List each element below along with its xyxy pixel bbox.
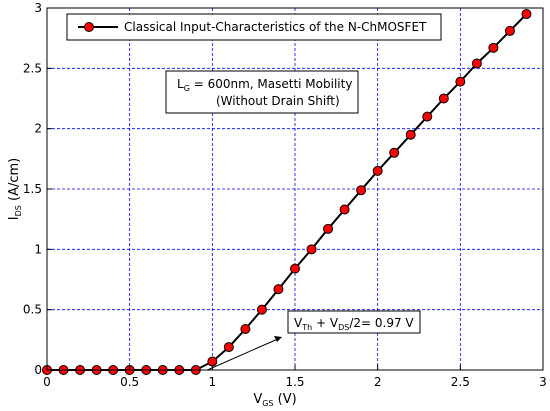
threshold-label: VTh + VDS/2= 0.97 V: [294, 316, 414, 332]
data-point: [504, 25, 515, 36]
axis-ticks: 0 0.5 1 1.5 2 2.5 3 0 0.5 1 1.5 2 2.5 3: [23, 1, 547, 389]
grid-lines: [47, 8, 543, 370]
data-point: [256, 304, 267, 315]
data-point: [306, 244, 317, 255]
x-tick-label: 0: [43, 375, 51, 389]
data-point: [290, 263, 300, 274]
data-point: [488, 42, 499, 53]
x-tick-label: 0.5: [120, 375, 139, 389]
x-tick-label: 1.5: [285, 375, 304, 389]
y-tick-label: 0.5: [23, 303, 42, 317]
x-tick-label: 3: [539, 375, 547, 389]
legend-box: [66, 13, 442, 41]
threshold-label-box: [287, 310, 421, 334]
data-point: [339, 204, 350, 215]
data-point: [389, 147, 400, 158]
y-tick-label: 0: [34, 363, 42, 377]
data-point: [422, 111, 433, 122]
y-tick-label: 1: [34, 242, 42, 256]
data-point: [240, 323, 251, 334]
threshold-arrow-head: [274, 336, 282, 342]
data-point: [356, 185, 367, 196]
data-point: [223, 342, 234, 353]
data-point: [372, 165, 383, 176]
annotation-frame: [165, 70, 359, 114]
y-tick-label: 2.5: [23, 61, 42, 75]
data-point: [405, 129, 416, 140]
x-tick-label: 2.5: [451, 375, 470, 389]
data-point: [207, 356, 218, 367]
data-point: [521, 9, 532, 20]
annotation-box: LG = 600nm, Masetti Mobility (Without Dr…: [165, 70, 359, 114]
legend: Classical Input-Characteristics of the N…: [66, 13, 442, 41]
threshold-arrow-line: [207, 337, 281, 371]
y-tick-label: 3: [34, 1, 42, 15]
y-tick-label: 2: [34, 122, 42, 136]
x-tick-label: 2: [374, 375, 382, 389]
data-point: [471, 58, 482, 69]
legend-label: Classical Input-Characteristics of the N…: [124, 20, 427, 34]
data-point: [323, 223, 334, 234]
x-axis-title: VGS (V): [253, 392, 296, 408]
annotation-line2: (Without Drain Shift): [216, 94, 340, 108]
y-tick-label: 1.5: [23, 182, 42, 196]
y-axis-title: IDS (A/cm): [7, 158, 23, 220]
x-tick-label: 1: [209, 375, 217, 389]
data-point: [438, 93, 449, 104]
data-point: [273, 284, 284, 295]
annotation-line1: LG = 600nm, Masetti Mobility: [177, 77, 352, 93]
legend-marker-sample: [84, 22, 94, 32]
data-point: [455, 76, 466, 87]
threshold-annotation: VTh + VDS/2= 0.97 V: [207, 310, 421, 371]
